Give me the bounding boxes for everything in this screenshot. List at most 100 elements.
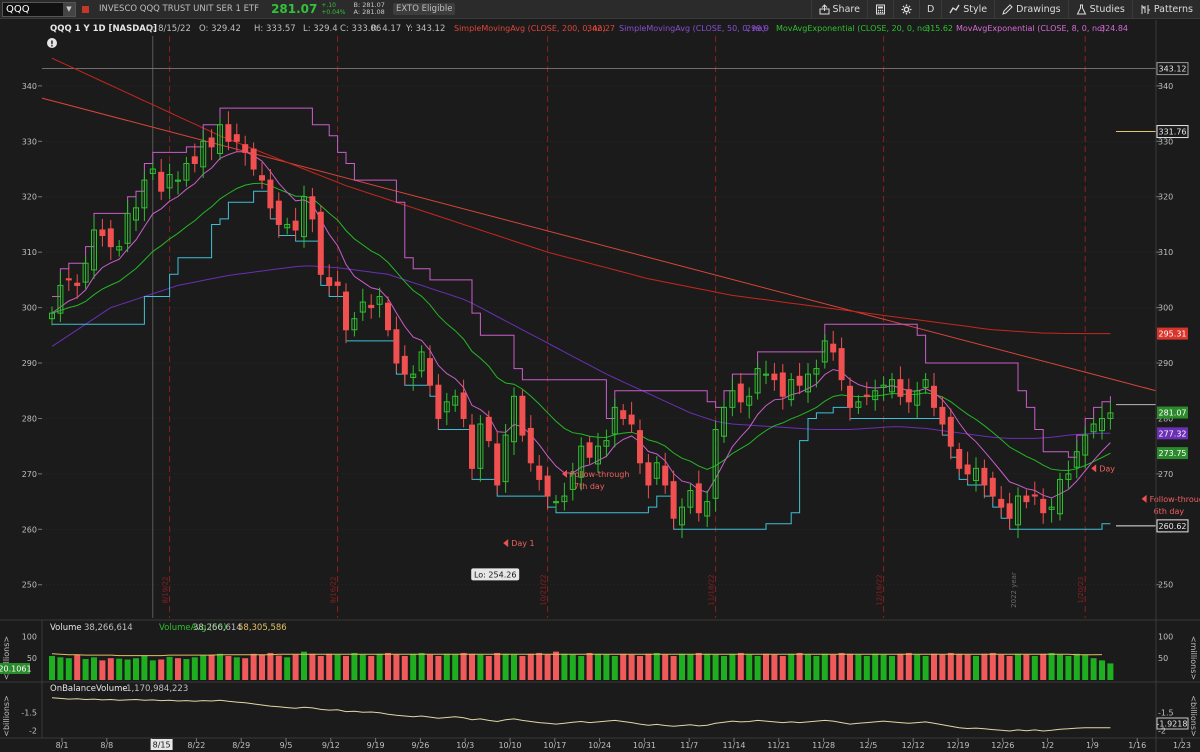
link-icon[interactable] xyxy=(79,3,91,16)
y-tick-label: 280 xyxy=(1158,414,1173,423)
study-sma50-label[interactable]: SimpleMovingAvg (CLOSE, 50, 0, no) xyxy=(619,24,766,33)
candle-body xyxy=(645,462,652,486)
obv-units-left: <billions> xyxy=(2,695,11,737)
volume-bar xyxy=(385,652,391,680)
candle-body xyxy=(695,483,702,514)
volume-bar xyxy=(149,660,156,680)
study-sma200-label[interactable]: SimpleMovingAvg (CLOSE, 200, 0, no) xyxy=(454,24,606,33)
drawings-button[interactable]: Drawings xyxy=(994,0,1067,19)
volume-bar xyxy=(931,653,937,680)
annotation-label: Follow-through xyxy=(1150,495,1200,504)
price-badge xyxy=(1157,406,1188,419)
y-tick-label-left: 270 xyxy=(22,470,37,479)
studies-button[interactable]: Studies xyxy=(1067,0,1132,19)
volume-badge-text: 20.1061 xyxy=(0,665,32,674)
volume-bar xyxy=(1048,652,1055,680)
volume-bar xyxy=(1031,656,1038,680)
candle-body xyxy=(452,395,459,406)
style-button[interactable]: Style xyxy=(941,0,994,19)
candle-body xyxy=(964,464,971,475)
volume-bar xyxy=(317,656,324,680)
x-tick-label: 9/12 xyxy=(322,741,340,750)
volume-bar xyxy=(704,653,711,680)
candle-body xyxy=(519,395,526,436)
candle-body xyxy=(1082,434,1089,456)
y-tick-label-left: 310 xyxy=(22,248,37,257)
symbol-selector[interactable]: ▼ xyxy=(2,1,76,17)
volume-bar xyxy=(737,652,744,680)
candle-body xyxy=(763,373,769,376)
volume-bar xyxy=(662,654,669,680)
x-tick-label: 10/31 xyxy=(633,741,656,750)
x-tick-label: 1/23 xyxy=(1173,741,1191,750)
volume-bar xyxy=(124,659,131,680)
price-badge-text: 295.31 xyxy=(1159,330,1187,339)
toolbar-actions: Share D Style Drawings Studies Patterns xyxy=(810,0,1200,19)
study-ema20-label[interactable]: MovAvgExponential (CLOSE, 20, 0, no) xyxy=(776,24,930,33)
volume-bar xyxy=(1090,658,1097,680)
volume-bar xyxy=(670,656,677,680)
candle-body xyxy=(107,228,114,248)
volume-bar xyxy=(872,653,879,680)
low-label-box xyxy=(471,568,520,581)
candle-body xyxy=(133,207,139,221)
candle-body xyxy=(889,379,895,393)
obv-tick-right: -2 xyxy=(1158,727,1166,736)
volume-bar xyxy=(695,652,702,680)
chevron-down-icon[interactable]: ▼ xyxy=(63,2,75,16)
volume-bar xyxy=(351,652,358,680)
candle-body xyxy=(847,385,853,408)
annotation-marker xyxy=(1141,494,1147,503)
candle-body xyxy=(1107,412,1114,419)
volume-bar xyxy=(653,652,660,680)
candle-body xyxy=(1057,478,1063,515)
ohlc-low: L: 329.4 xyxy=(303,24,338,34)
volume-bar xyxy=(1073,653,1080,680)
volume-avg-label: VolumeAvg (50) xyxy=(159,623,227,633)
calculator-button[interactable] xyxy=(866,0,893,19)
candle-body xyxy=(99,229,106,237)
obv-tick-left: -1.5 xyxy=(21,708,37,717)
volume-bar xyxy=(410,653,417,680)
candle-body xyxy=(628,414,635,425)
settings-button[interactable] xyxy=(892,0,919,19)
candle-body xyxy=(250,148,257,170)
volume-bar xyxy=(460,652,467,680)
candle-body xyxy=(981,467,988,486)
aggregation-button[interactable]: D xyxy=(918,0,941,19)
y-tick-label-left: 250 xyxy=(22,581,37,590)
volume-bar xyxy=(519,656,526,680)
volume-bar xyxy=(309,653,316,680)
calculator-icon xyxy=(875,4,885,15)
candle-body xyxy=(872,390,879,401)
volume-bar xyxy=(376,653,383,680)
volume-bar xyxy=(544,654,551,680)
volume-bar xyxy=(74,654,81,680)
y-tick-label: 330 xyxy=(1158,137,1173,146)
price-badges: 343.12 331.76 295.31 281.07 277.32 273.75 260.… xyxy=(1156,62,1189,533)
annotation-marker xyxy=(503,539,509,548)
flask-icon xyxy=(1076,4,1086,15)
volume-bar xyxy=(494,652,501,680)
step-high-line xyxy=(52,107,1111,458)
y-tick-label-left: 280 xyxy=(22,414,37,423)
volume-bar xyxy=(49,656,55,680)
symbol-input[interactable] xyxy=(3,3,63,15)
study-ema8-label[interactable]: MovAvgExponential (CLOSE, 8, 0, no) xyxy=(956,24,1105,33)
x-tick-label: 1/16 xyxy=(1128,741,1146,750)
candle-body xyxy=(401,355,408,375)
aggregation-label: D xyxy=(926,4,935,15)
volume-bar xyxy=(746,654,753,680)
info-icon[interactable] xyxy=(47,38,57,48)
obv-series xyxy=(51,697,1111,732)
patterns-button[interactable]: Patterns xyxy=(1131,0,1200,19)
volume-bar xyxy=(259,654,265,680)
candle-body xyxy=(788,379,795,401)
candle-body xyxy=(1090,423,1097,433)
volume-label: Volume xyxy=(50,623,82,633)
share-button[interactable]: Share xyxy=(810,0,867,19)
candle-body xyxy=(1023,495,1030,503)
candle-body xyxy=(578,445,585,478)
candle-body xyxy=(662,465,669,486)
